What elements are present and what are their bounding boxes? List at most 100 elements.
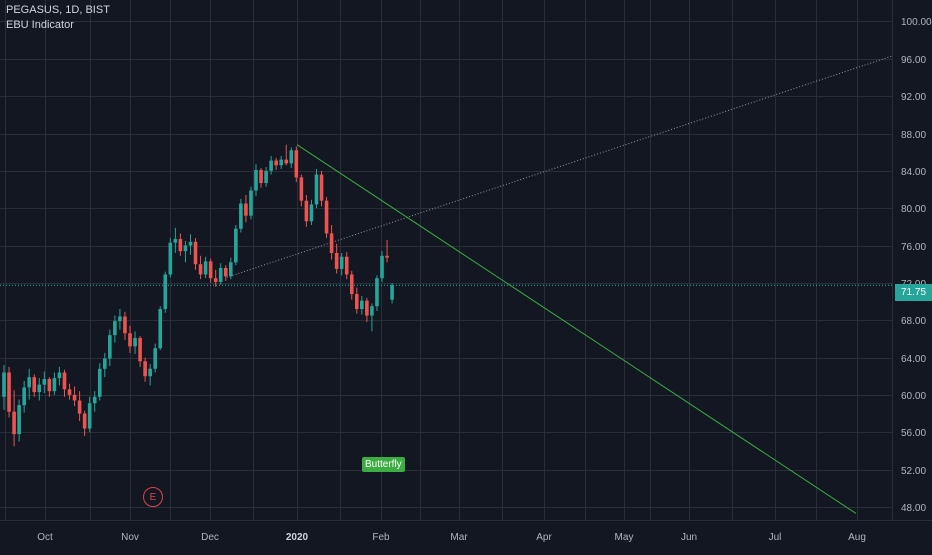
candle-body [234, 228, 238, 263]
candle-body [249, 190, 253, 216]
candle [82, 410, 87, 436]
candle-body [264, 170, 268, 183]
candle-body [203, 261, 208, 275]
candle [42, 371, 47, 394]
candle [158, 306, 163, 351]
candle [229, 257, 233, 280]
candle-body [82, 413, 87, 429]
price-axis-label: 80.00 [901, 204, 926, 215]
candle-body [27, 377, 31, 388]
candle [380, 251, 384, 282]
green-trend-line[interactable] [296, 144, 857, 514]
candle [279, 155, 283, 169]
candle-body [118, 316, 122, 322]
candle [178, 233, 183, 256]
candle [234, 224, 238, 266]
candle [370, 303, 374, 332]
candle-body [47, 379, 52, 392]
candle [62, 369, 67, 397]
candle-body [314, 174, 319, 205]
candle-body [208, 261, 213, 279]
candle-body [254, 169, 258, 191]
candle-body [274, 160, 278, 166]
candle-body [62, 372, 67, 390]
candle-body [72, 394, 77, 401]
candle [390, 282, 394, 304]
last-price-tag: 71.75 [895, 284, 932, 301]
dotted-trend-line[interactable] [226, 55, 893, 278]
candle-body [108, 335, 112, 359]
grid [0, 0, 892, 520]
candle [183, 240, 188, 263]
candle-body [67, 389, 72, 395]
candle [188, 234, 193, 255]
candle-body [198, 264, 203, 275]
candle [67, 383, 72, 400]
candle-body [375, 278, 379, 307]
candle [355, 287, 359, 314]
candle [319, 170, 324, 207]
candlestick-series [2, 144, 394, 447]
candle [108, 329, 112, 366]
candle-body [32, 377, 37, 393]
candle-body [17, 405, 21, 435]
candle [299, 174, 304, 207]
candle [143, 357, 147, 382]
candle-body [158, 309, 163, 349]
candle-body [380, 255, 384, 279]
candle-body [289, 150, 294, 164]
candle-body [319, 174, 324, 201]
price-axis-label: 68.00 [901, 316, 926, 327]
candle-body [113, 321, 117, 336]
time-axis-label: 2020 [286, 532, 309, 543]
drawing-tools[interactable] [0, 55, 893, 514]
candle [113, 315, 117, 343]
candle-body [279, 159, 283, 166]
candle-body [269, 160, 273, 171]
candle [334, 243, 339, 274]
candle-body [183, 245, 188, 252]
butterfly-pattern-label[interactable]: Butterfly [362, 457, 405, 472]
candle [349, 270, 354, 300]
axes: 100.0096.0092.0088.0084.0080.0076.0072.0… [0, 0, 932, 543]
candle-body [304, 200, 309, 222]
time-axis-label: Apr [536, 532, 552, 543]
candle [360, 295, 364, 315]
candle-body [42, 379, 47, 385]
time-axis-label: Oct [37, 532, 53, 543]
candle [314, 168, 319, 209]
candle-body [103, 358, 107, 369]
candle-body [123, 316, 127, 334]
candle [223, 265, 228, 282]
candle-body [168, 242, 173, 275]
candle [77, 391, 82, 422]
candle-body [148, 368, 152, 377]
candle-body [188, 241, 193, 246]
candle [47, 377, 52, 397]
candle-body [128, 333, 132, 347]
candle [173, 227, 178, 253]
time-axis-label: Nov [121, 532, 139, 543]
time-axis-label: Dec [201, 532, 219, 543]
candle [32, 374, 37, 397]
candle [324, 196, 329, 239]
time-axis-label: Aug [848, 532, 866, 543]
price-axis-label: 56.00 [901, 428, 926, 439]
time-axis-label: Feb [372, 532, 390, 543]
candle [329, 224, 334, 260]
candle-body [344, 256, 349, 275]
candle-body [355, 294, 359, 310]
candle-body [259, 169, 263, 183]
candle [203, 256, 208, 279]
earnings-marker-icon[interactable]: E [143, 487, 163, 507]
candle-body [294, 150, 299, 178]
candle [365, 297, 369, 323]
candle [87, 396, 92, 433]
candle-body [52, 378, 57, 392]
candle-body [92, 396, 97, 404]
candle-body [77, 400, 82, 414]
candle [344, 252, 349, 280]
candle-body [22, 387, 26, 406]
